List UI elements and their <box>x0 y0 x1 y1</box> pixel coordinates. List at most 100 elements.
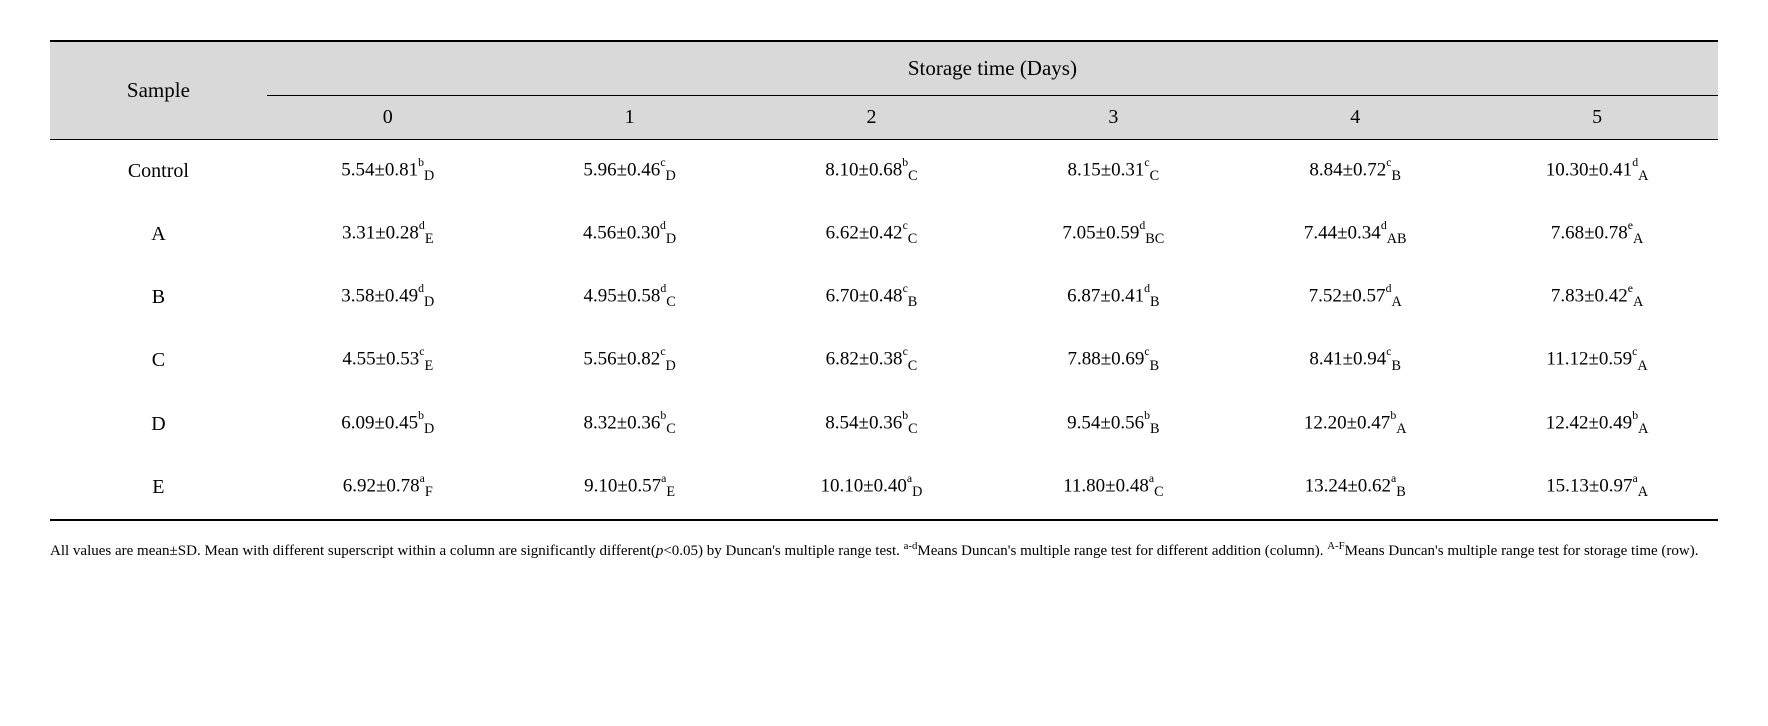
cell-subscript: B <box>1150 421 1160 437</box>
cell-subscript: C <box>908 168 918 184</box>
data-cell: 7.68±0.78eA <box>1476 203 1718 266</box>
cell-subscript: D <box>424 168 434 184</box>
data-cell: 8.32±0.36bC <box>509 393 751 456</box>
cell-subscript: F <box>425 484 433 500</box>
cell-superscript: c <box>660 345 665 358</box>
data-cell: 15.13±0.97aA <box>1476 456 1718 520</box>
cell-subscript: E <box>424 358 433 374</box>
cell-subscript: C <box>666 421 676 437</box>
col-header-day-2: 2 <box>751 96 993 140</box>
data-cell: 7.88±0.69cB <box>992 329 1234 392</box>
cell-superscript: c <box>419 345 424 358</box>
data-cell: 6.70±0.48cB <box>751 266 993 329</box>
data-cell: 3.58±0.49dD <box>267 266 509 329</box>
cell-value: 4.95±0.58 <box>583 286 660 307</box>
data-cell: 12.42±0.49bA <box>1476 393 1718 456</box>
table-row: E6.92±0.78aF9.10±0.57aE10.10±0.40aD11.80… <box>50 456 1718 520</box>
cell-subscript: B <box>1396 484 1406 500</box>
table-row: Control5.54±0.81bD5.96±0.46cD8.10±0.68bC… <box>50 140 1718 204</box>
table-row: B3.58±0.49dD4.95±0.58dC6.70±0.48cB6.87±0… <box>50 266 1718 329</box>
col-spanner-storage-time: Storage time (Days) <box>267 41 1718 96</box>
row-label: E <box>50 456 267 520</box>
data-cell: 3.31±0.28dE <box>267 203 509 266</box>
cell-superscript: c <box>1144 156 1149 169</box>
cell-value: 6.62±0.42 <box>826 222 903 243</box>
cell-subscript: C <box>666 294 676 310</box>
cell-subscript: C <box>1150 168 1160 184</box>
data-cell: 4.56±0.30dD <box>509 203 751 266</box>
cell-value: 7.52±0.57 <box>1309 286 1386 307</box>
col-header-sample: Sample <box>50 41 267 140</box>
footnote-sup-AF: A-F <box>1327 540 1344 552</box>
data-cell: 6.09±0.45bD <box>267 393 509 456</box>
cell-superscript: a <box>907 472 912 485</box>
table-row: C4.55±0.53cE5.56±0.82cD6.82±0.38cC7.88±0… <box>50 329 1718 392</box>
cell-subscript: D <box>666 231 676 247</box>
cell-value: 10.30±0.41 <box>1546 159 1632 180</box>
cell-value: 12.42±0.49 <box>1546 412 1632 433</box>
cell-value: 5.56±0.82 <box>583 349 660 370</box>
cell-value: 6.92±0.78 <box>343 475 420 496</box>
cell-value: 10.10±0.40 <box>820 475 906 496</box>
cell-value: 5.54±0.81 <box>341 159 418 180</box>
cell-subscript: C <box>908 231 918 247</box>
cell-superscript: b <box>418 409 424 422</box>
cell-subscript: A <box>1638 421 1648 437</box>
cell-value: 9.54±0.56 <box>1067 412 1144 433</box>
data-cell: 10.10±0.40aD <box>751 456 993 520</box>
cell-value: 8.54±0.36 <box>825 412 902 433</box>
footnote-text: Means Duncan's multiple range test for s… <box>1345 543 1699 559</box>
data-cell: 5.56±0.82cD <box>509 329 751 392</box>
cell-value: 7.68±0.78 <box>1551 222 1628 243</box>
data-cell: 9.10±0.57aE <box>509 456 751 520</box>
cell-subscript: A <box>1396 421 1406 437</box>
cell-subscript: B <box>1392 168 1402 184</box>
cell-subscript: E <box>666 484 675 500</box>
data-cell: 4.95±0.58dC <box>509 266 751 329</box>
cell-superscript: a <box>1391 472 1396 485</box>
cell-value: 3.31±0.28 <box>342 222 419 243</box>
data-cell: 8.15±0.31cC <box>992 140 1234 204</box>
data-cell: 11.12±0.59cA <box>1476 329 1718 392</box>
cell-value: 4.55±0.53 <box>342 349 419 370</box>
cell-superscript: c <box>1386 156 1391 169</box>
cell-superscript: c <box>1632 345 1637 358</box>
cell-value: 5.96±0.46 <box>583 159 660 180</box>
cell-subscript: D <box>666 358 676 374</box>
data-cell: 8.41±0.94cB <box>1234 329 1476 392</box>
data-cell: 8.84±0.72cB <box>1234 140 1476 204</box>
cell-value: 4.56±0.30 <box>583 222 660 243</box>
cell-value: 8.84±0.72 <box>1309 159 1386 180</box>
table-footnote: All values are mean±SD. Mean with differ… <box>50 535 1718 568</box>
cell-superscript: c <box>903 282 908 295</box>
cell-superscript: a <box>1633 472 1638 485</box>
data-cell: 12.20±0.47bA <box>1234 393 1476 456</box>
cell-superscript: c <box>660 156 665 169</box>
row-label: A <box>50 203 267 266</box>
cell-value: 12.20±0.47 <box>1304 412 1390 433</box>
cell-subscript: B <box>1150 358 1160 374</box>
cell-value: 7.44±0.34 <box>1304 222 1381 243</box>
cell-subscript: AB <box>1387 231 1407 247</box>
cell-superscript: c <box>903 345 908 358</box>
cell-subscript: D <box>912 484 922 500</box>
cell-subscript: D <box>666 168 676 184</box>
cell-superscript: d <box>660 219 666 232</box>
footnote-sup-ad: a-d <box>904 540 918 552</box>
data-cell: 6.62±0.42cC <box>751 203 993 266</box>
data-cell: 6.92±0.78aF <box>267 456 509 520</box>
data-cell: 8.10±0.68bC <box>751 140 993 204</box>
cell-value: 11.12±0.59 <box>1546 349 1632 370</box>
table-row: A3.31±0.28dE4.56±0.30dD6.62±0.42cC7.05±0… <box>50 203 1718 266</box>
footnote-text: All values are mean±SD. Mean with differ… <box>50 543 656 559</box>
cell-subscript: B <box>908 294 918 310</box>
data-cell: 9.54±0.56bB <box>992 393 1234 456</box>
cell-subscript: A <box>1637 358 1647 374</box>
data-cell: 11.80±0.48aC <box>992 456 1234 520</box>
cell-value: 8.15±0.31 <box>1067 159 1144 180</box>
data-cell: 7.52±0.57dA <box>1234 266 1476 329</box>
data-cell: 7.05±0.59dBC <box>992 203 1234 266</box>
cell-superscript: c <box>1386 345 1391 358</box>
cell-subscript: E <box>425 231 434 247</box>
col-header-day-3: 3 <box>992 96 1234 140</box>
